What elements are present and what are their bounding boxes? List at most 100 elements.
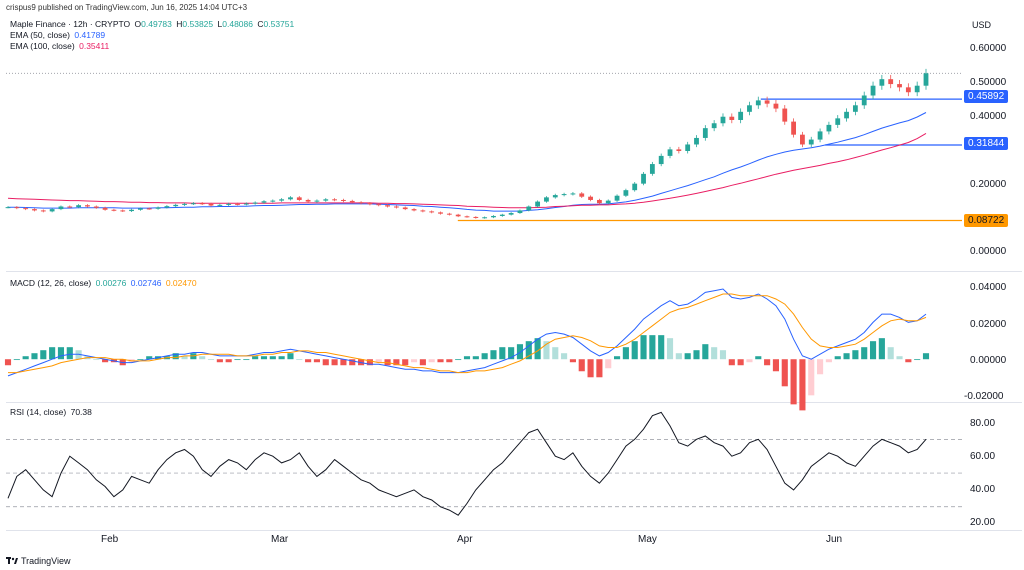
ema100-legend[interactable]: EMA (100, close) 0.35411 [10,41,109,52]
candle-body [5,207,11,209]
candle-body [914,85,920,93]
candle-body [782,108,788,122]
rsi-value: 70.38 [70,407,92,417]
macd-histogram-bar [746,359,753,363]
macd-histogram-bar [772,359,780,372]
macd-histogram-bar [596,359,603,378]
macd-histogram-bar [278,356,285,360]
rsi-line [7,411,927,516]
candle-body [482,217,488,219]
ema100-value: 0.35411 [79,41,110,51]
macd-histogram-bar [375,359,382,363]
macd-histogram-bar [790,359,797,405]
high-label: H [176,19,183,29]
symbol-title[interactable]: Maple Finance · 12h · CRYPTO [10,19,131,29]
macd-signal-value: 0.02470 [165,278,197,288]
price-tick: 0.00000 [970,246,1007,257]
macd-line [7,288,927,377]
candle-body [464,216,470,218]
candle-body [199,203,205,205]
macd-histogram-bar [410,359,418,363]
x-tick-apr: Apr [457,534,473,545]
macd-histogram-bar [313,359,321,363]
macd-histogram-bar [455,359,462,361]
candle-body [596,199,602,204]
macd-histogram-bar [675,353,682,360]
candle-body [314,200,320,202]
macd-histogram-bar [781,359,788,387]
open-label: O [134,19,142,29]
candle-body [446,213,452,215]
macd-histogram-bar [13,359,20,361]
candle-body [58,206,64,210]
candle-body [402,207,408,210]
macd-histogram-bar [922,353,930,360]
macd-histogram-bar [366,359,373,366]
candle-body [182,203,187,205]
close-value: 0.53751 [263,19,295,29]
ema50-legend[interactable]: EMA (50, close) 0.41789 [10,30,105,41]
candle-body [76,205,82,208]
pane-separator-macd[interactable] [6,271,1022,272]
macd-histogram-bar [605,359,612,369]
rsi-tick: 80.00 [970,418,996,429]
macd-histogram-bar [349,359,356,366]
macd-label: MACD (12, 26, close) [10,278,92,288]
macd-histogram-bar [843,353,850,360]
macd-histogram-bar [428,359,435,363]
macd-tick: 0.04000 [970,282,1007,293]
macd-histogram-bar [658,335,665,360]
candle-body [349,200,355,203]
brand-text: TradingView [21,556,71,566]
ema100-label: EMA (100, close) [10,41,75,51]
candle-body [155,207,161,209]
level-tag-031844[interactable]: 0.31844 [964,137,1009,150]
macd-histogram-bar [57,347,65,360]
macd-histogram-bar [737,359,744,366]
level-tag-045892[interactable]: 0.45892 [964,90,1009,103]
macd-histogram-bar [861,347,868,360]
price-legend: Maple Finance · 12h · CRYPTO O0.49783 H 0… [10,19,294,30]
candle-body [235,203,240,205]
macd-histogram-bar [711,347,718,360]
macd-histogram-bar [260,356,268,360]
tradingview-brand[interactable]: TradingView [6,556,71,566]
candle-body [649,164,655,174]
macd-histogram-bar [40,350,47,360]
macd-histogram-bar [499,347,506,360]
macd-histogram-bar [525,341,532,360]
candle-body [641,173,646,184]
rsi-legend[interactable]: RSI (14, close) 70.38 [10,407,92,418]
candle-body [605,200,611,204]
macd-legend[interactable]: MACD (12, 26, close) 0.00276 0.02746 0.0… [10,278,197,289]
tradingview-logo-icon [6,557,18,564]
macd-histogram-bar [578,359,585,372]
macd-histogram-bar [764,359,771,366]
candle-body [632,183,638,191]
candle-body [747,105,752,112]
candle-body [738,111,744,120]
candle-body [305,199,311,202]
candle-body [252,202,258,204]
macd-tick: -0.02000 [964,391,1004,402]
candle-body [93,206,99,208]
macd-histogram-bar [31,353,38,360]
macd-histogram-bar [622,347,629,360]
price-tick: 0.20000 [970,179,1007,190]
candle-body [844,111,849,119]
candle-body [341,199,346,201]
open-value: 0.49783 [141,19,172,29]
candle-body [270,200,276,202]
macd-histogram-bar [825,359,832,363]
candle-body [208,203,214,206]
candle-body [226,203,232,205]
ema100-line [7,132,927,209]
pane-separator-rsi[interactable] [6,402,1022,403]
x-tick-mar: Mar [271,534,289,545]
macd-histogram-bar [463,356,471,360]
macd-histogram-bar [419,359,426,366]
macd-histogram-bar [199,356,206,360]
macd-histogram-bar [49,347,56,360]
level-tag-008722[interactable]: 0.08722 [964,214,1009,227]
